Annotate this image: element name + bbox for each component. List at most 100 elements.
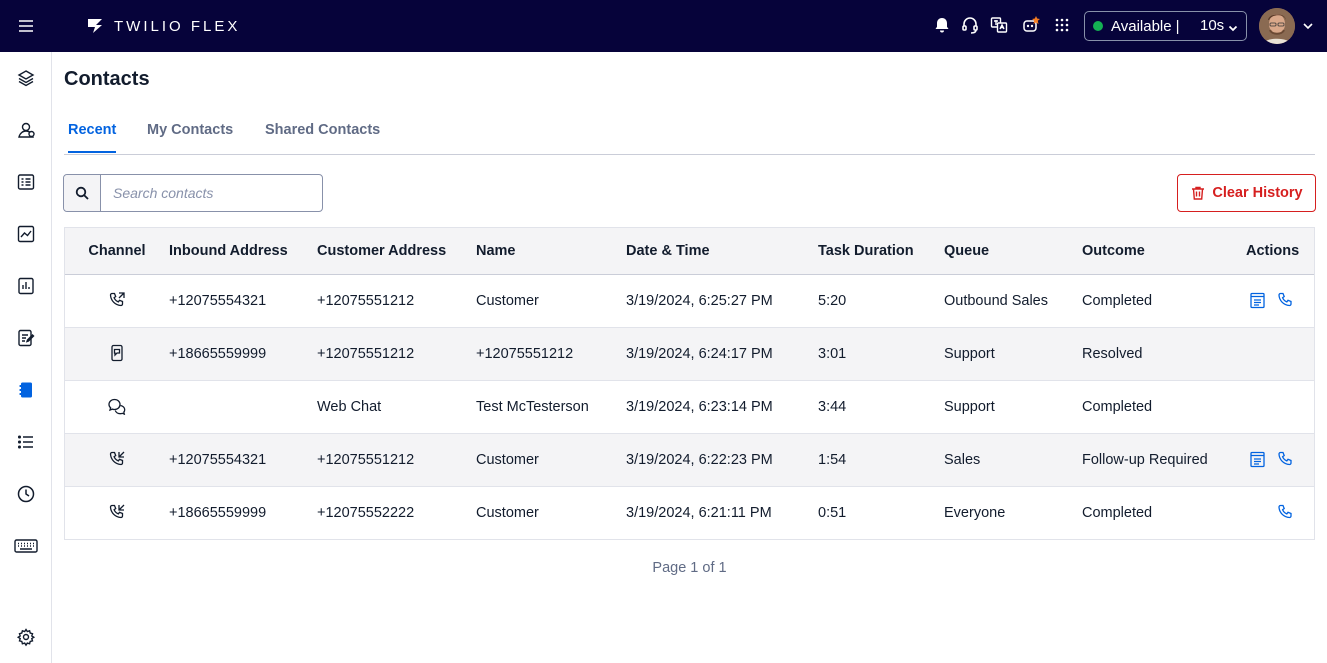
cell-outcome: Resolved <box>1082 345 1143 362</box>
analytics-chart-icon[interactable] <box>14 222 38 246</box>
cell-queue: Support <box>944 398 995 415</box>
sidebar-nav <box>0 52 52 663</box>
cell-name: Customer <box>476 504 539 521</box>
history-clock-icon[interactable] <box>14 482 38 506</box>
cell-duration: 5:20 <box>818 292 847 309</box>
table-header-row: Channel Inbound Address Customer Address… <box>65 228 1314 274</box>
header-inbound-address: Inbound Address <box>169 242 288 259</box>
tab-my-contacts[interactable]: My Contacts <box>147 122 234 138</box>
chat-icon <box>106 395 128 417</box>
chevron-down-icon <box>1228 20 1238 38</box>
table-row[interactable]: +12075554321 +12075551212 Customer 3/19/… <box>65 433 1314 486</box>
cell-date: 3/19/2024, 6:24:17 PM <box>626 345 773 362</box>
cell-customer: +12075551212 <box>317 451 415 468</box>
user-avatar[interactable] <box>1259 8 1295 44</box>
status-indicator-icon <box>1093 21 1103 31</box>
translate-icon[interactable] <box>988 14 1010 36</box>
cell-inbound: +18665559999 <box>169 504 267 521</box>
cell-name: Customer <box>476 451 539 468</box>
cell-inbound <box>169 380 317 433</box>
cell-inbound: +18665559999 <box>169 345 267 362</box>
reports-icon[interactable] <box>14 274 38 298</box>
clear-history-label: Clear History <box>1212 185 1303 201</box>
main-content: Contacts Recent My Contacts Shared Conta… <box>52 52 1327 663</box>
clear-history-button[interactable]: Clear History <box>1177 174 1316 212</box>
cell-name: +12075551212 <box>476 345 574 362</box>
agent-assist-icon[interactable] <box>1020 14 1042 36</box>
cell-outcome: Completed <box>1082 398 1153 415</box>
cell-queue: Everyone <box>944 504 1006 521</box>
cell-date: 3/19/2024, 6:23:14 PM <box>626 398 773 415</box>
phone-incoming-icon <box>106 448 128 470</box>
cell-duration: 1:54 <box>818 451 847 468</box>
table-row[interactable]: Web Chat Test McTesterson 3/19/2024, 6:2… <box>65 380 1314 433</box>
settings-gear-icon[interactable] <box>14 625 38 649</box>
phone-outgoing-icon <box>106 289 128 311</box>
phone-incoming-icon <box>106 501 128 523</box>
status-label: Available <box>1111 17 1172 35</box>
cell-date: 3/19/2024, 6:25:27 PM <box>626 292 773 309</box>
keyboard-icon[interactable] <box>14 534 38 558</box>
cell-queue: Sales <box>944 451 981 468</box>
sms-icon <box>106 342 128 364</box>
header-actions: Actions <box>1246 242 1300 259</box>
cell-customer: +12075551212 <box>317 345 415 362</box>
account-menu-chevron-icon[interactable] <box>1302 19 1314 37</box>
twilio-flex-logo-icon <box>88 19 102 33</box>
cell-outcome: Completed <box>1082 292 1153 309</box>
cell-inbound: +12075554321 <box>169 292 267 309</box>
table-row[interactable]: +12075554321 +12075551212 Customer 3/19/… <box>65 274 1314 327</box>
pagination-text: Page 1 of 1 <box>652 560 727 576</box>
cell-queue: Outbound Sales <box>944 292 1048 309</box>
search-contacts <box>63 174 323 212</box>
layers-icon[interactable] <box>14 66 38 90</box>
queues-stats-icon[interactable] <box>14 170 38 194</box>
status-timer: 10s <box>1200 17 1225 34</box>
notes-icon[interactable] <box>1248 451 1266 469</box>
cell-outcome: Completed <box>1082 504 1153 521</box>
cell-date: 3/19/2024, 6:21:11 PM <box>626 504 772 521</box>
apps-grid-icon[interactable] <box>1051 14 1073 36</box>
tab-recent[interactable]: Recent <box>68 122 117 153</box>
cell-duration: 3:01 <box>818 345 847 362</box>
status-separator: | <box>1175 17 1180 35</box>
brand-logo: TWILIO FLEX <box>86 15 240 37</box>
notes-icon[interactable] <box>1248 292 1266 310</box>
cell-duration: 0:51 <box>818 504 847 521</box>
activity-status-select[interactable]: Available | 10s <box>1084 11 1247 41</box>
phone-icon[interactable] <box>1276 292 1294 310</box>
cell-name: Test McTesterson <box>476 398 589 415</box>
cell-name: Customer <box>476 292 539 309</box>
menu-icon[interactable] <box>14 14 38 38</box>
brand-name: TWILIO FLEX <box>114 17 241 35</box>
tab-shared-contacts[interactable]: Shared Contacts <box>265 122 381 138</box>
table-row[interactable]: +18665559999 +12075551212 +12075551212 3… <box>65 327 1314 380</box>
page-title: Contacts <box>64 68 150 90</box>
phone-icon[interactable] <box>1276 504 1294 522</box>
headset-icon[interactable] <box>959 14 981 36</box>
contacts-table: Channel Inbound Address Customer Address… <box>64 227 1315 540</box>
header-date-time: Date & Time <box>626 242 710 259</box>
search-icon[interactable] <box>64 175 101 211</box>
table-row[interactable]: +18665559999 +12075552222 Customer 3/19/… <box>65 486 1314 539</box>
header-outcome: Outcome <box>1082 242 1145 259</box>
cell-date: 3/19/2024, 6:22:23 PM <box>626 451 773 468</box>
cell-inbound: +12075554321 <box>169 451 267 468</box>
quality-management-icon[interactable] <box>14 326 38 350</box>
search-input[interactable] <box>101 175 322 211</box>
header-name: Name <box>476 242 516 259</box>
phone-icon[interactable] <box>1276 451 1294 469</box>
cell-duration: 3:44 <box>818 398 847 415</box>
cell-queue: Support <box>944 345 995 362</box>
header-queue: Queue <box>944 242 990 259</box>
cell-customer: +12075552222 <box>317 504 415 521</box>
agents-icon[interactable] <box>14 118 38 142</box>
trash-icon <box>1192 186 1205 200</box>
cell-customer: +12075551212 <box>317 292 415 309</box>
contacts-book-icon[interactable] <box>14 378 38 402</box>
header-channel: Channel <box>88 242 146 259</box>
cell-customer: Web Chat <box>317 398 382 415</box>
notifications-bell-icon[interactable] <box>931 14 953 36</box>
list-icon[interactable] <box>14 430 38 454</box>
top-bar: TWILIO FLEX Available | 10s <box>0 0 1327 52</box>
